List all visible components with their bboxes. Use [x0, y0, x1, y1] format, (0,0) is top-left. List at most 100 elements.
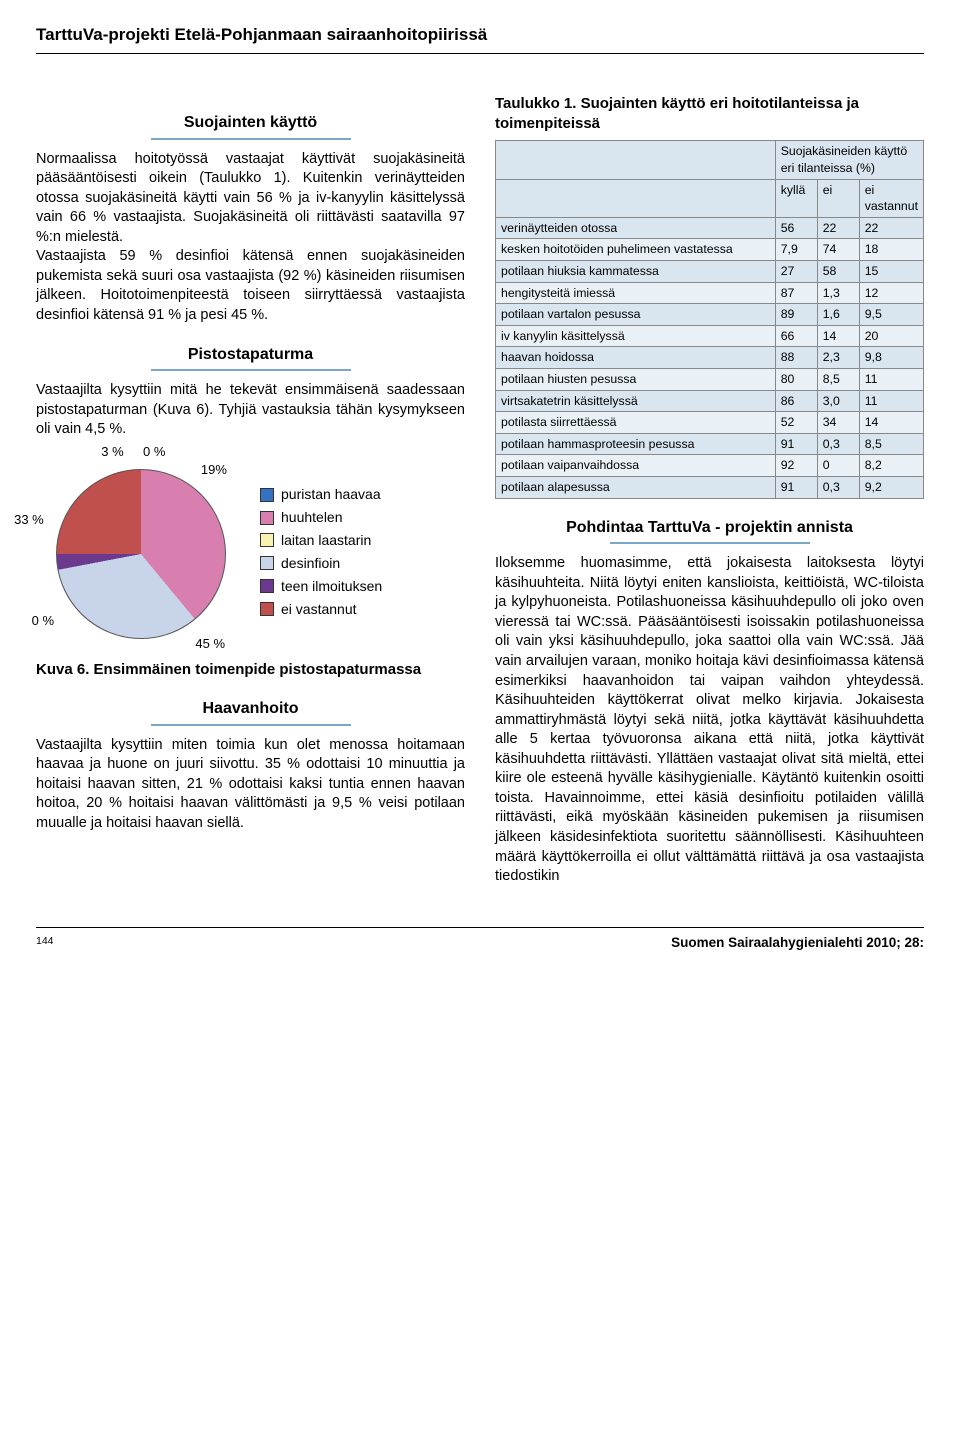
- heading-rule: [151, 369, 351, 371]
- table-cell: 91: [775, 476, 817, 498]
- table-cell: 11: [859, 390, 923, 412]
- table-row-label: potilaan hiusten pesussa: [496, 368, 776, 390]
- heading-haavanhoito: Haavanhoito: [36, 698, 465, 720]
- table-cell: 9,5: [859, 304, 923, 326]
- two-column-layout: Suojainten käyttö Normaalissa hoitotyöss…: [36, 94, 924, 887]
- legend-item: ei vastannut: [260, 600, 382, 619]
- heading-suojainten: Suojainten käyttö: [36, 112, 465, 134]
- table-row: virtsakatetrin käsittelyssä863,011: [496, 390, 924, 412]
- table-row-label: virtsakatetrin käsittelyssä: [496, 390, 776, 412]
- table-cell: 8,5: [817, 368, 859, 390]
- legend-item: teen ilmoituksen: [260, 577, 382, 596]
- table-1-col-header: ei vastannut: [859, 179, 923, 217]
- legend-swatch: [260, 488, 274, 502]
- page-number: 144: [36, 934, 54, 952]
- table-1-title: Taulukko 1. Suojainten käyttö eri hoitot…: [495, 94, 924, 135]
- table-row: potilaan hiusten pesussa808,511: [496, 368, 924, 390]
- legend-label: ei vastannut: [281, 600, 357, 619]
- table-row-label: potilaan vaipanvaihdossa: [496, 455, 776, 477]
- table-cell: 52: [775, 412, 817, 434]
- legend-item: desinfioin: [260, 554, 382, 573]
- para-pistos-1: Vastaajilta kysyttiin mitä he tekevät en…: [36, 381, 465, 440]
- table-cell: 9,2: [859, 476, 923, 498]
- table-cell: 11: [859, 368, 923, 390]
- pie-slice-label: 45 %: [195, 635, 225, 653]
- legend-label: desinfioin: [281, 554, 340, 573]
- table-1-col-label: [496, 179, 776, 217]
- table-row: potilasta siirrettäessä523414: [496, 412, 924, 434]
- table-row: potilaan hiuksia kammatessa275815: [496, 261, 924, 283]
- pie-chart: [56, 469, 226, 639]
- table-cell: 12: [859, 282, 923, 304]
- legend-label: huuhtelen: [281, 508, 343, 527]
- table-row-label: potilaan alapesussa: [496, 476, 776, 498]
- pie-slice-label: 19%: [201, 461, 227, 479]
- table-cell: 3,0: [817, 390, 859, 412]
- table-row: potilaan alapesussa910,39,2: [496, 476, 924, 498]
- table-cell: 66: [775, 325, 817, 347]
- table-1-corner: [496, 141, 776, 179]
- table-row: iv kanyylin käsittelyssä661420: [496, 325, 924, 347]
- table-cell: 80: [775, 368, 817, 390]
- left-column: Suojainten käyttö Normaalissa hoitotyöss…: [36, 94, 465, 887]
- heading-rule: [610, 542, 810, 544]
- table-row-label: potilaan hammasproteesin pesussa: [496, 433, 776, 455]
- table-row: potilaan vartalon pesussa891,69,5: [496, 304, 924, 326]
- table-cell: 1,3: [817, 282, 859, 304]
- table-1: Suojakäsineiden käyttö eri tilanteissa (…: [495, 140, 924, 498]
- figure-6-caption: Kuva 6. Ensimmäinen toimenpide pistostap…: [36, 660, 465, 680]
- journal-ref: Suomen Sairaalahygienialehti 2010; 28:: [671, 934, 924, 952]
- pie-slice-label: 33 %: [14, 511, 44, 529]
- table-row: potilaan vaipanvaihdossa9208,2: [496, 455, 924, 477]
- figure-6-row: 19%45 %0 %33 %3 %0 % puristan haavaahuuh…: [36, 454, 465, 654]
- legend-swatch: [260, 533, 274, 547]
- table-cell: 18: [859, 239, 923, 261]
- table-cell: 8,5: [859, 433, 923, 455]
- table-cell: 0,3: [817, 433, 859, 455]
- table-cell: 27: [775, 261, 817, 283]
- table-cell: 91: [775, 433, 817, 455]
- table-row-label: hengitysteitä imiessä: [496, 282, 776, 304]
- table-cell: 89: [775, 304, 817, 326]
- table-row-label: potilaan vartalon pesussa: [496, 304, 776, 326]
- right-column: Taulukko 1. Suojainten käyttö eri hoitot…: [495, 94, 924, 887]
- table-row-label: verinäytteiden otossa: [496, 217, 776, 239]
- legend-swatch: [260, 579, 274, 593]
- table-row-label: kesken hoitotöiden puhelimeen vastatessa: [496, 239, 776, 261]
- pie-slice-label: 0 %: [143, 443, 165, 461]
- legend-swatch: [260, 602, 274, 616]
- legend-label: teen ilmoituksen: [281, 577, 382, 596]
- table-cell: 56: [775, 217, 817, 239]
- heading-rule: [151, 724, 351, 726]
- table-row: kesken hoitotöiden puhelimeen vastatessa…: [496, 239, 924, 261]
- table-cell: 86: [775, 390, 817, 412]
- table-row-label: potilaan hiuksia kammatessa: [496, 261, 776, 283]
- table-cell: 20: [859, 325, 923, 347]
- table-cell: 2,3: [817, 347, 859, 369]
- legend-item: puristan haavaa: [260, 485, 382, 504]
- table-cell: 9,8: [859, 347, 923, 369]
- table-row-label: haavan hoidossa: [496, 347, 776, 369]
- table-1-header-top: Suojakäsineiden käyttö eri tilanteissa (…: [775, 141, 923, 179]
- table-cell: 1,6: [817, 304, 859, 326]
- para-suojainten-1: Normaalissa hoitotyössä vastaajat käytti…: [36, 150, 465, 248]
- table-row: hengitysteitä imiessä871,312: [496, 282, 924, 304]
- pie-legend: puristan haavaa huuhtelen laitan laastarin…: [260, 485, 382, 622]
- figure-6: 19%45 %0 %33 %3 %0 % puristan haavaahuuh…: [36, 454, 465, 680]
- table-cell: 0,3: [817, 476, 859, 498]
- legend-item: laitan laastarin: [260, 531, 382, 550]
- table-cell: 92: [775, 455, 817, 477]
- table-cell: 74: [817, 239, 859, 261]
- para-pohdintaa: Iloksemme huomasimme, että jokaisesta la…: [495, 554, 924, 887]
- para-suojainten-2: Vastaajista 59 % desinfioi kätensä ennen…: [36, 247, 465, 325]
- table-row-label: potilasta siirrettäessä: [496, 412, 776, 434]
- table-cell: 0: [817, 455, 859, 477]
- pie-slice-label: 3 %: [101, 443, 123, 461]
- table-cell: 88: [775, 347, 817, 369]
- table-1-col-header: kyllä: [775, 179, 817, 217]
- table-cell: 7,9: [775, 239, 817, 261]
- legend-swatch: [260, 511, 274, 525]
- table-cell: 34: [817, 412, 859, 434]
- table-row: potilaan hammasproteesin pesussa910,38,5: [496, 433, 924, 455]
- legend-item: huuhtelen: [260, 508, 382, 527]
